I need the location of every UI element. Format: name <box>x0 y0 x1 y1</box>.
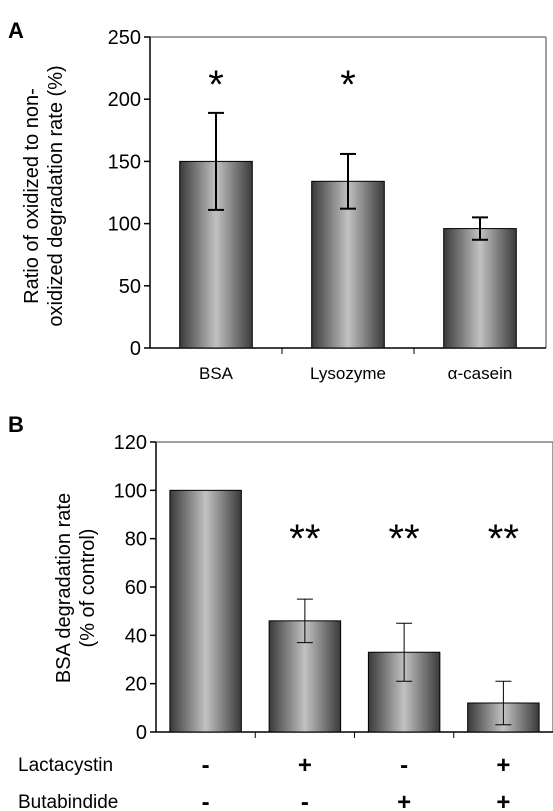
panel-a-ylabel: Ratio of oxidized to non- oxidized degra… <box>21 65 67 326</box>
panel-b-ylabel-line-1: BSA degradation rate <box>53 493 75 683</box>
panel-b-ylabel-line-2: (% of control) <box>77 529 99 648</box>
panel-a-ylabel-line-1: Ratio of oxidized to non- <box>21 88 43 304</box>
significance-marker: ** <box>488 517 519 561</box>
bar <box>443 228 517 349</box>
y-tick-label: 200 <box>108 89 141 111</box>
condition-mark: + <box>397 789 411 811</box>
significance-marker: ** <box>389 517 420 561</box>
panel-b-conditions: Lactacystin - + - + Butabindide - - + + <box>18 752 510 811</box>
panel-a-annotations: * * <box>208 63 356 107</box>
y-tick-label: 250 <box>108 27 141 49</box>
y-tick-label: 100 <box>108 214 141 236</box>
panel-a-category-labels: BSA Lysozyme α-casein <box>199 364 512 383</box>
y-tick-label: 20 <box>125 674 147 696</box>
y-tick-label: 80 <box>125 529 147 551</box>
significance-marker: ** <box>289 517 320 561</box>
y-tick-label: 60 <box>125 577 147 599</box>
category-label: α-casein <box>448 364 513 383</box>
category-label: BSA <box>199 364 234 383</box>
condition-mark: - <box>301 789 309 811</box>
panel-a-error-bars <box>208 111 488 241</box>
condition-label: Lactacystin <box>18 755 113 776</box>
y-tick-label: 120 <box>114 432 147 454</box>
condition-mark: + <box>298 752 312 779</box>
bar <box>169 489 242 733</box>
y-tick-label: 50 <box>119 276 141 298</box>
category-label: Lysozyme <box>310 364 386 383</box>
significance-marker: * <box>340 63 356 107</box>
condition-mark: + <box>496 789 510 811</box>
y-tick-label: 40 <box>125 625 147 647</box>
y-tick-label: 0 <box>136 722 147 744</box>
y-tick-label: 150 <box>108 151 141 173</box>
panel-b-ylabel: BSA degradation rate (% of control) <box>53 493 99 683</box>
condition-mark: - <box>202 752 210 779</box>
significance-marker: * <box>208 63 224 107</box>
panel-b-error-bars <box>296 598 512 726</box>
y-tick-label: 0 <box>130 338 141 360</box>
panel-b-bars <box>169 489 540 738</box>
panel-a-y-ticks: 0 50 100 150 200 250 <box>108 27 150 360</box>
y-tick-label: 100 <box>114 480 147 502</box>
panel-b-letter: B <box>8 412 24 437</box>
condition-mark: + <box>496 752 510 779</box>
panel-b-y-ticks: 0 20 40 60 80 100 120 <box>114 432 156 744</box>
panel-b-chart: B BSA degradation rate (% of control) 0 2… <box>8 412 553 811</box>
panel-b-annotations: ** ** ** <box>289 517 519 561</box>
panel-a-ylabel-line-2: oxidized degradation rate (%) <box>45 65 67 326</box>
panel-a-letter: A <box>8 18 24 43</box>
panel-a-chart: A Ratio of oxidized to non- oxidized deg… <box>8 18 547 383</box>
condition-mark: - <box>202 789 210 811</box>
condition-mark: - <box>400 752 408 779</box>
condition-label: Butabindide <box>18 792 118 811</box>
